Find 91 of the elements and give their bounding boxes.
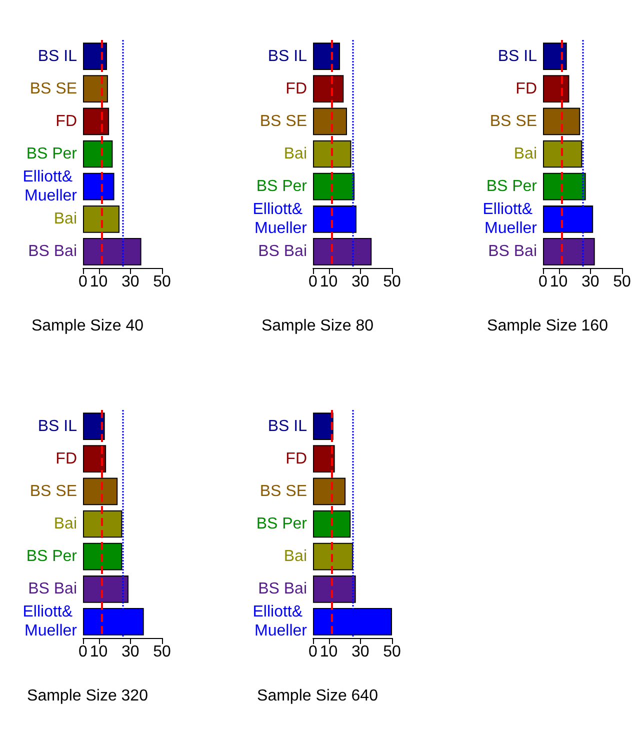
bar: [543, 75, 570, 103]
x-tick-label: 30: [122, 644, 140, 660]
bar: [543, 140, 582, 168]
y-tick-label: BS IL: [38, 418, 78, 435]
x-tick-label: 0: [538, 274, 548, 290]
x-tick-label: 30: [352, 644, 370, 660]
y-tick-label: Bai: [54, 210, 77, 228]
y-tick-label: BS Bai: [28, 243, 77, 260]
y-tick-label: BS Per: [26, 548, 78, 566]
bar: [83, 478, 118, 506]
y-tick-label: Bai: [284, 146, 307, 162]
y-tick-label: BS Bai: [258, 243, 307, 260]
bar: [313, 140, 352, 168]
bar: [313, 108, 347, 136]
y-tick-label: FD: [516, 80, 537, 98]
bar: [313, 445, 335, 473]
x-axis-title: Sample Size 80: [261, 318, 374, 334]
x-tick-label: 0: [308, 274, 318, 290]
bar: [83, 412, 105, 440]
bar: [313, 75, 344, 103]
bar: [83, 172, 114, 200]
bar: [313, 172, 355, 200]
bar: [83, 205, 120, 233]
y-tick-label: BS Per: [26, 146, 78, 162]
y-tick-label: BS IL: [268, 48, 308, 65]
x-tick-label: 10: [320, 644, 338, 660]
y-tick-label: FD: [286, 450, 307, 468]
x-tick-label: 10: [320, 274, 338, 290]
y-tick-label: Bai: [514, 146, 537, 162]
y-tick-label: BS Per: [256, 516, 308, 532]
x-tick-label: 30: [122, 274, 140, 290]
y-tick-label: BS Per: [486, 178, 538, 196]
bar: [313, 238, 372, 266]
x-axis-title: Sample Size 40: [31, 318, 144, 334]
y-tick-label: BS IL: [38, 48, 78, 65]
x-tick-label: 0: [78, 644, 88, 660]
x-tick-label: 10: [550, 274, 568, 290]
bar: [83, 542, 122, 570]
x-tick-label: 0: [308, 644, 318, 660]
y-tick-label: BS SE: [260, 112, 307, 130]
bar: [83, 445, 106, 473]
bar: [313, 478, 346, 506]
bar: [543, 238, 595, 266]
y-tick-label: Elliott& Mueller: [482, 201, 538, 238]
x-tick-label: 0: [78, 274, 88, 290]
bar: [83, 140, 113, 168]
bar: [313, 510, 351, 538]
x-axis-title: Sample Size 640: [257, 688, 378, 704]
bar: [83, 108, 110, 136]
y-tick-label: BS IL: [498, 48, 538, 65]
y-tick-label: Elliott& Mueller: [252, 604, 308, 640]
y-tick-label: BS Per: [256, 178, 308, 196]
y-tick-label: BS SE: [30, 482, 77, 500]
x-tick-label: 10: [90, 644, 108, 660]
x-tick-label: 10: [90, 274, 108, 290]
bar: [313, 542, 354, 570]
x-axis-title: Sample Size 160: [487, 318, 608, 334]
bar: [313, 575, 356, 603]
y-tick-label: Bai: [284, 548, 307, 566]
x-tick-label: 50: [383, 644, 401, 660]
y-tick-label: BS Bai: [258, 580, 307, 598]
bar: [543, 42, 567, 70]
y-tick-label: BS SE: [30, 80, 77, 98]
y-tick-label: BS Bai: [488, 243, 537, 260]
y-tick-label: BS SE: [260, 482, 307, 500]
y-tick-label: Elliott& Mueller: [22, 604, 78, 640]
y-tick-label: BS Bai: [28, 580, 77, 598]
bar: [83, 238, 142, 266]
y-tick-label: BS IL: [268, 418, 308, 435]
x-tick-label: 50: [613, 274, 631, 290]
y-tick-label: Elliott& Mueller: [22, 168, 78, 205]
x-tick-label: 30: [582, 274, 600, 290]
x-tick-label: 50: [383, 274, 401, 290]
x-tick-label: 50: [153, 644, 171, 660]
bar: [83, 42, 108, 70]
x-axis-title: Sample Size 320: [27, 688, 148, 704]
y-tick-label: Bai: [54, 516, 77, 532]
x-tick-label: 30: [352, 274, 370, 290]
y-tick-label: FD: [286, 80, 307, 98]
bar: [313, 412, 334, 440]
y-tick-label: FD: [56, 112, 77, 130]
bar: [543, 108, 580, 136]
bar: [543, 172, 586, 200]
bar: [83, 510, 122, 538]
x-tick-label: 50: [153, 274, 171, 290]
bar: [83, 575, 129, 603]
bar: [83, 75, 108, 103]
y-tick-label: Elliott& Mueller: [252, 201, 308, 238]
bar: [313, 42, 340, 70]
y-tick-label: BS SE: [490, 112, 537, 130]
y-tick-label: FD: [56, 450, 77, 468]
